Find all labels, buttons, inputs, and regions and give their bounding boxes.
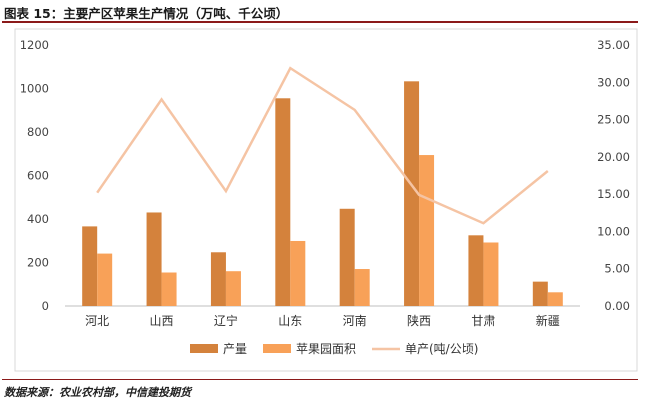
- bar-production: [468, 235, 484, 306]
- bar-orchard-area: [547, 292, 563, 306]
- bar-orchard-area: [161, 272, 177, 306]
- bar-production: [82, 226, 98, 306]
- y-right-tick-label: 10.00: [597, 224, 630, 238]
- x-category-label: 甘肃: [471, 314, 495, 328]
- legend-label-production: 产量: [223, 342, 247, 356]
- bar-production: [210, 252, 226, 306]
- legend-label-orchard-area: 苹果园面积: [296, 342, 356, 356]
- x-category-label: 山西: [150, 314, 174, 328]
- y-left-tick-label: 800: [27, 125, 49, 139]
- bar-orchard-area: [419, 155, 435, 306]
- y-right-tick-label: 15.00: [597, 187, 630, 201]
- y-left-tick-label: 600: [27, 169, 49, 183]
- legend-swatch-orchard-area: [263, 344, 291, 353]
- source-rule: [2, 379, 638, 380]
- title-rule: [2, 21, 638, 23]
- y-left-tick-label: 400: [27, 212, 49, 226]
- chart-border: [14, 28, 638, 372]
- bar-production: [404, 81, 420, 306]
- bar-orchard-area: [97, 253, 113, 306]
- source-note: 数据来源：农业农村部，中信建投期货: [4, 386, 191, 399]
- chart-area: 0 200 400 600 800 1000 1200 0.00 5.00 10.00 15.00 2…: [14, 28, 638, 372]
- bar-orchard-area: [354, 269, 370, 306]
- bar-production: [146, 212, 162, 306]
- x-category-label: 新疆: [536, 313, 560, 328]
- x-category-label: 山东: [278, 314, 302, 328]
- chart-title: 图表 15：主要产区苹果生产情况（万吨、千公顷）: [4, 6, 289, 21]
- bar-production: [532, 281, 548, 306]
- x-category-label: 河北: [85, 314, 109, 328]
- y-right-tick-label: 5.00: [604, 262, 630, 276]
- y-right-tick-label: 0.00: [604, 299, 630, 313]
- y-right-tick-label: 20.00: [597, 150, 630, 164]
- x-category-label: 辽宁: [214, 313, 238, 328]
- bar-production: [275, 98, 291, 306]
- y-right-tick-label: 25.00: [597, 113, 630, 127]
- y-left-tick-label: 200: [27, 256, 49, 270]
- x-category-label: 河南: [343, 313, 367, 328]
- y-right-tick-label: 30.00: [597, 75, 630, 89]
- y-right-tick-label: 35.00: [597, 38, 630, 52]
- legend-swatch-production: [190, 344, 218, 353]
- y-left-tick-label: 1200: [20, 38, 49, 52]
- line-yield: [96, 66, 549, 225]
- bar-orchard-area: [290, 240, 306, 306]
- bar-orchard-area: [483, 242, 499, 306]
- x-category-label: 陕西: [407, 313, 431, 328]
- y-left-tick-label: 1000: [20, 82, 49, 96]
- legend-label-yield: 单产(吨/公顷): [405, 342, 478, 356]
- bar-production: [339, 208, 355, 306]
- y-left-tick-label: 0: [42, 299, 49, 313]
- bar-orchard-area: [225, 271, 241, 306]
